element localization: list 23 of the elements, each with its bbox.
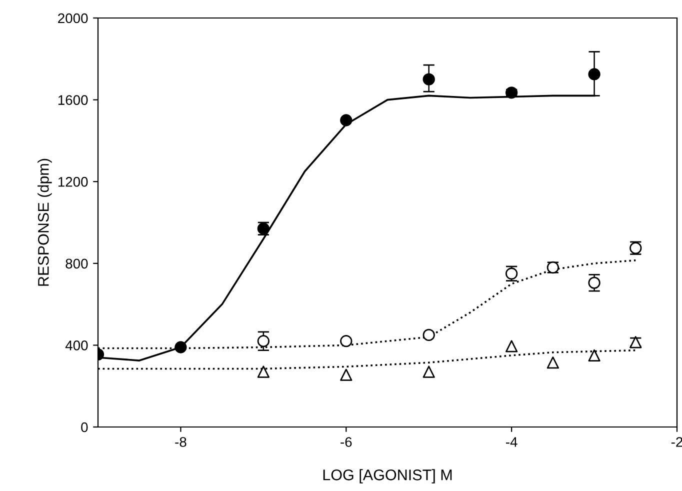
point [340,368,352,381]
y-tick-label: 800 [66,258,88,269]
point [588,349,600,362]
point [588,68,600,80]
point [546,356,560,369]
x-tick-label: -8 [175,437,186,447]
x-axis-title: LOG [AGONIST] M [323,469,452,484]
y-tick-label: 2000 [58,13,88,24]
y-axis-title: RESPONSE (dpm) [38,158,52,286]
y-tick-label: 0 [81,422,88,432]
point [422,366,435,378]
point [505,340,518,352]
point [422,73,435,86]
point [174,341,187,354]
point [505,86,518,99]
x-tick-label: -2 [671,437,682,447]
point [257,366,270,378]
y-tick-label: 400 [65,340,88,350]
x-tick-label: -6 [340,437,352,447]
y-tick-label: 1600 [58,95,88,105]
x-tick-label: -4 [506,437,518,447]
point [340,114,352,126]
y-tick-label: 1200 [58,176,88,187]
